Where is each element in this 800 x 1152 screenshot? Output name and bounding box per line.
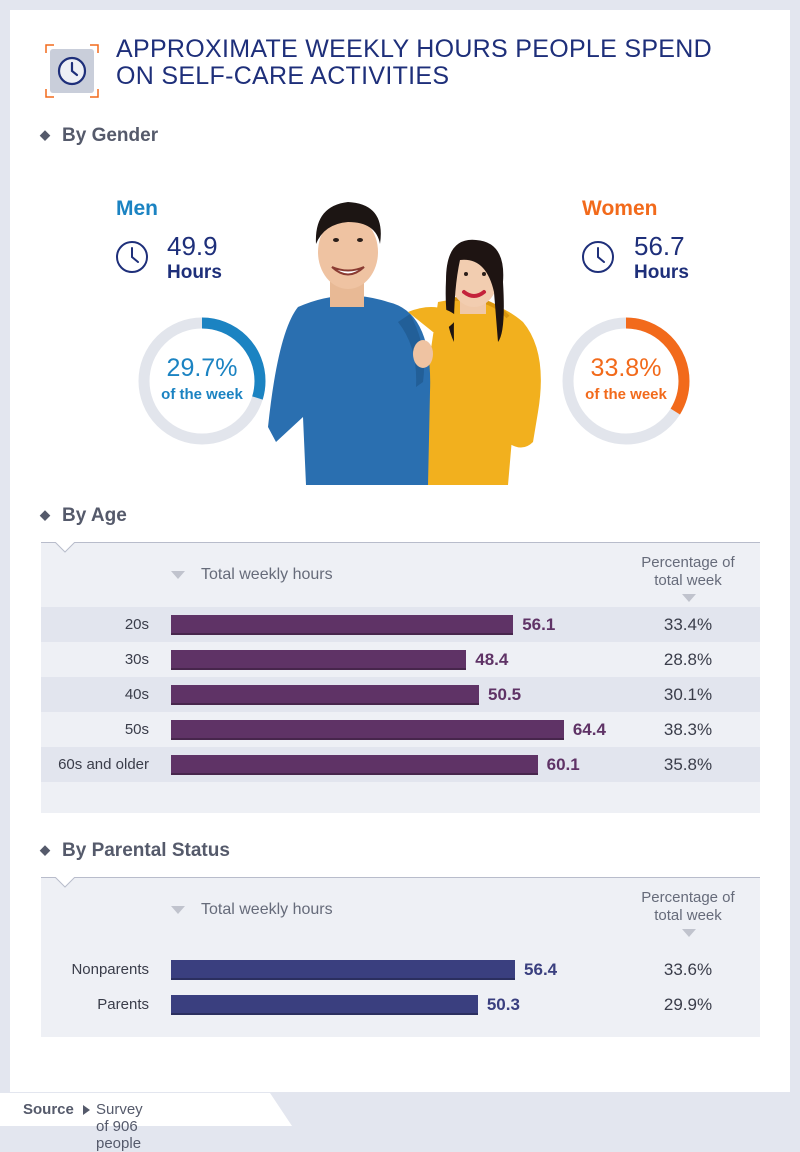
women-donut: [561, 316, 691, 446]
sort-arrow-icon: [171, 571, 185, 579]
page-title: APPROXIMATE WEEKLY HOURS PEOPLE SPEND ON…: [116, 35, 712, 90]
bar-value-label: 50.3: [486, 994, 520, 1014]
row-label: Parents: [97, 995, 149, 1013]
sort-arrow-icon: [682, 929, 696, 937]
bar-value-label: 64.4: [572, 719, 606, 739]
section-title-gender: ◆ By Gender: [40, 125, 159, 146]
age-col-hours-header: Total weekly hours: [201, 566, 333, 583]
men-donut: [137, 316, 267, 446]
men-label: Men: [116, 197, 158, 220]
bar-value-label: 60.1: [546, 754, 580, 774]
women-percent: 33.8%: [590, 354, 662, 382]
women-label: Women: [582, 197, 658, 220]
age-table: Total weekly hours Percentage of total w…: [41, 542, 760, 813]
row-percent: 35.8%: [663, 754, 713, 774]
sort-arrow-icon: [682, 594, 696, 602]
row-label: 30s: [124, 650, 149, 668]
couple-photo: [248, 182, 558, 485]
bar: [171, 684, 480, 705]
row-percent: 30.1%: [663, 684, 713, 704]
section-title-parental: ◆ By Parental Status: [40, 840, 230, 861]
clock-badge-icon: [44, 43, 100, 99]
bar-value-label: 50.5: [488, 684, 522, 704]
table-row: 40s 50.5 30.1%: [41, 677, 760, 712]
row-percent: 33.6%: [663, 959, 713, 979]
row-label: 60s and older: [58, 755, 149, 773]
men-clock-icon: [114, 239, 150, 280]
pointer-notch-icon: [55, 877, 75, 888]
diamond-bullet-icon: ◆: [40, 842, 50, 857]
men-hours-value: 49.9: [167, 231, 218, 261]
bar: [171, 959, 516, 980]
women-percent-sub: of the week: [585, 386, 667, 403]
women-clock-icon: [580, 239, 616, 280]
row-label: 20s: [124, 615, 149, 633]
section-title-age: ◆ By Age: [40, 505, 127, 526]
table-row: Nonparents 56.4 33.6%: [41, 952, 760, 987]
row-label: 50s: [124, 720, 149, 738]
parental-table: Total weekly hours Percentage of total w…: [41, 877, 760, 1037]
table-row: 60s and older 60.1 35.8%: [41, 747, 760, 782]
row-percent: 33.4%: [663, 614, 713, 634]
table-row: 20s 56.1 33.4%: [41, 607, 760, 642]
diamond-bullet-icon: ◆: [40, 507, 50, 522]
table-row: Parents 50.3 29.9%: [41, 987, 760, 1022]
men-percent: 29.7%: [166, 354, 238, 382]
infographic-card: APPROXIMATE WEEKLY HOURS PEOPLE SPEND ON…: [10, 10, 790, 1092]
diamond-bullet-icon: ◆: [40, 127, 50, 142]
table-row: 50s 64.4 38.3%: [41, 712, 760, 747]
bar-value-label: 48.4: [475, 649, 509, 669]
parental-col-hours-header: Total weekly hours: [201, 901, 333, 918]
row-label: Nonparents: [71, 960, 149, 978]
men-percent-sub: of the week: [161, 386, 243, 403]
bar: [171, 649, 467, 670]
men-hours-unit: Hours: [167, 262, 222, 283]
women-donut-arc: [562, 317, 690, 445]
women-hours-value: 56.7: [634, 231, 685, 261]
row-percent: 29.9%: [663, 994, 713, 1014]
table-row: 30s 48.4 28.8%: [41, 642, 760, 677]
bar: [171, 614, 514, 635]
pointer-notch-icon: [55, 542, 75, 553]
bar-value-label: 56.1: [522, 614, 556, 634]
bar: [171, 994, 478, 1015]
bar: [171, 754, 538, 775]
parental-col-pct-header: Percentage of total week: [641, 889, 735, 924]
sort-arrow-icon: [171, 906, 185, 914]
source-text: Survey of 906 people: [96, 1101, 143, 1152]
row-label: 40s: [124, 685, 149, 703]
age-col-pct-header: Percentage of total week: [641, 554, 735, 589]
bar: [171, 719, 564, 740]
women-hours-unit: Hours: [634, 262, 689, 283]
row-percent: 28.8%: [663, 649, 713, 669]
bar-value-label: 56.4: [524, 959, 558, 979]
row-percent: 38.3%: [663, 719, 713, 739]
source-label: Source: [23, 1101, 74, 1118]
caret-right-icon: [83, 1105, 90, 1115]
men-donut-arc: [138, 317, 266, 445]
